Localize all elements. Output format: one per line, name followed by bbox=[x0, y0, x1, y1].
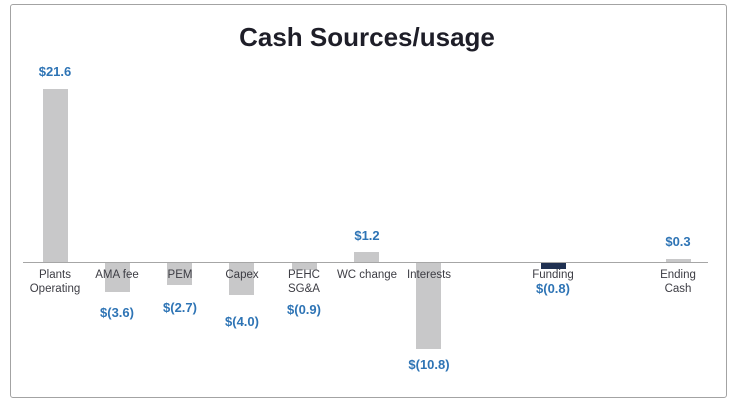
chart-title: Cash Sources/usage bbox=[239, 22, 495, 52]
category-label-line: SG&A bbox=[288, 283, 320, 295]
value-label: $(0.9) bbox=[287, 302, 321, 317]
bar-pehc-sg-a bbox=[292, 263, 317, 270]
category-label-line: PEHC bbox=[288, 269, 320, 281]
category-label-line: Capex bbox=[225, 269, 259, 281]
category-label-line: Plants bbox=[39, 269, 71, 281]
bar-ama-fee bbox=[105, 263, 130, 292]
category-label-line: AMA fee bbox=[95, 269, 139, 281]
category-label-line: Cash bbox=[664, 283, 692, 295]
category-label: Ending Cash bbox=[623, 268, 733, 296]
bar-funding bbox=[541, 263, 566, 269]
value-label: $(2.7) bbox=[163, 300, 197, 315]
value-label: $(10.8) bbox=[408, 357, 450, 372]
bar-ending-cash bbox=[666, 259, 691, 262]
category-label: Plants Operating bbox=[0, 268, 110, 296]
value-label: $(3.6) bbox=[100, 305, 134, 320]
category-label: Interests bbox=[374, 268, 484, 282]
value-label: $(0.8) bbox=[536, 281, 570, 296]
bar-pem bbox=[167, 263, 192, 285]
chart-frame bbox=[10, 4, 727, 398]
x-axis-line bbox=[23, 262, 708, 263]
category-label-line: Funding bbox=[532, 269, 574, 281]
category-label: AMA fee bbox=[62, 268, 172, 282]
category-label-line: WC change bbox=[336, 269, 398, 281]
category-label-line: Ending bbox=[660, 269, 696, 281]
bar-interests bbox=[416, 263, 441, 349]
bar-wc-change bbox=[354, 252, 379, 262]
category-label: Funding bbox=[498, 268, 608, 282]
bar-plants-operating bbox=[43, 89, 68, 262]
category-label: WC change bbox=[312, 268, 422, 282]
value-label: $(4.0) bbox=[225, 314, 259, 329]
category-label: PEHC SG&A bbox=[249, 268, 359, 296]
category-label: PEM bbox=[125, 268, 235, 282]
value-label: $21.6 bbox=[38, 64, 72, 79]
value-label: $1.2 bbox=[354, 228, 380, 243]
category-label-line: Operating bbox=[29, 283, 81, 295]
category-label: Capex bbox=[187, 268, 297, 282]
bar-capex bbox=[229, 263, 254, 295]
category-label-line: PEM bbox=[167, 269, 193, 281]
category-label-line: Interests bbox=[406, 269, 452, 281]
value-label: $0.3 bbox=[665, 234, 691, 249]
